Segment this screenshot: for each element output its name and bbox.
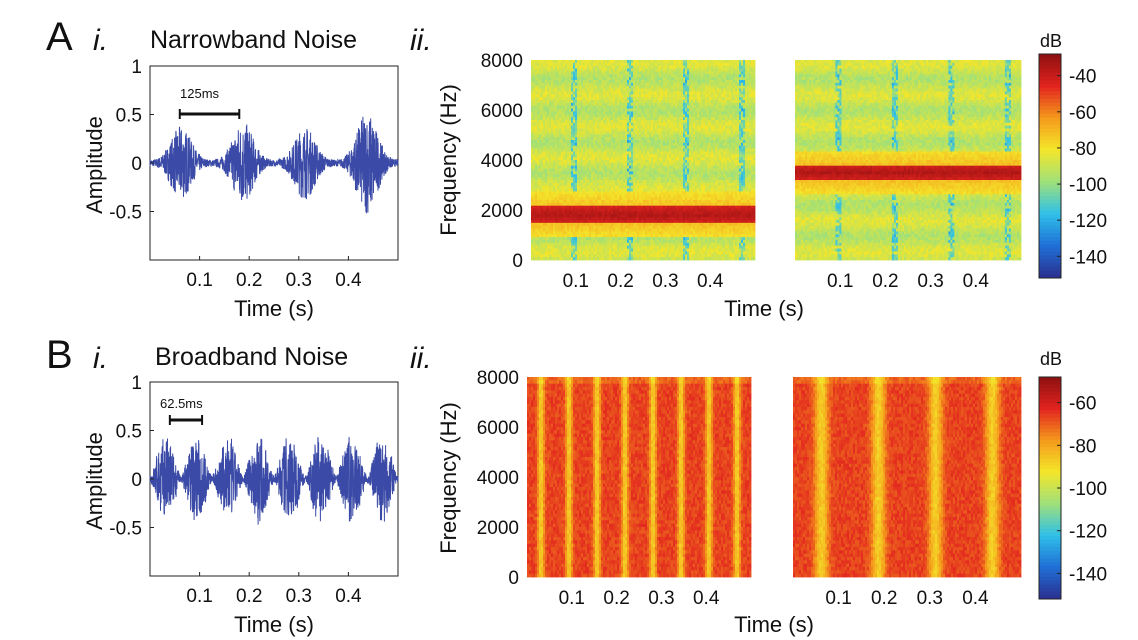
- panel-a-waveform-axes: 125ms 1 0.5 0 -0.5 0.1 0.2 0.3 0.4 Amplitude T…: [82, 57, 398, 321]
- panel-a-waveform-xtick-label: 0.1: [186, 270, 212, 291]
- panel-a-spectrogram-1-image: [531, 60, 755, 260]
- panel-a-waveform-ytick-label: 0: [131, 154, 142, 175]
- spectrogram-cell: [753, 120, 755, 123]
- spectrogram-cell: [753, 80, 755, 83]
- spectrogram-cell: [753, 66, 755, 69]
- panel-a-waveform-xtick-label: 0.3: [286, 270, 312, 291]
- spectrogram-cell: [753, 89, 755, 92]
- spectrogram-cell: [753, 71, 755, 74]
- spectrogram-cell: [753, 109, 755, 112]
- spectrogram-cell: [753, 103, 755, 106]
- panel-a-waveform-yticks: 1 0.5 0 -0.5: [109, 57, 154, 224]
- panel-a-waveform-xlabel: Time (s): [234, 296, 314, 321]
- panel-a-waveform-xtick-label: 0.4: [335, 270, 362, 291]
- panel-a-waveform-xticks: 0.1 0.2 0.3 0.4: [186, 256, 362, 291]
- panel-a-waveform-trace: [150, 117, 398, 214]
- spectrogram-cell: [753, 106, 755, 109]
- spectrogram-cell: [753, 74, 755, 77]
- panel-a-letter: A: [46, 15, 73, 59]
- spectrogram-cell: [753, 123, 755, 126]
- panel-a-sub-i: i.: [93, 24, 108, 57]
- spectrogram-cell: [753, 60, 755, 63]
- spectrogram-cell: [753, 91, 755, 94]
- spectrogram-cell: [753, 114, 755, 117]
- panel-a-waveform-xtick-label: 0.2: [236, 270, 262, 291]
- spectrogram-cell: [753, 97, 755, 100]
- panel-a-title: Narrowband Noise: [150, 26, 357, 54]
- spectrogram-cell: [753, 126, 755, 129]
- spectrogram-cell: [753, 69, 755, 72]
- spectrogram-cell: [753, 117, 755, 120]
- panel-a-waveform-ylabel: Amplitude: [82, 116, 107, 214]
- panel-a-waveform-ytick-label: -0.5: [109, 203, 142, 224]
- spectrogram-cell: [753, 86, 755, 89]
- spectrogram-cell: [753, 94, 755, 97]
- spectrogram-cell: [753, 100, 755, 103]
- spectrogram-cell: [753, 63, 755, 66]
- spectrogram-cell: [753, 83, 755, 86]
- spectrogram-cell: [753, 77, 755, 80]
- spectrogram-cell: [753, 111, 755, 114]
- panel-a-sub-ii: ii.: [410, 24, 432, 57]
- panel-a-waveform-ytick-label: 1: [131, 57, 142, 78]
- panel-a-scale-bar-label: 125ms: [180, 86, 220, 101]
- panel-a-waveform-ytick-label: 0.5: [116, 106, 142, 127]
